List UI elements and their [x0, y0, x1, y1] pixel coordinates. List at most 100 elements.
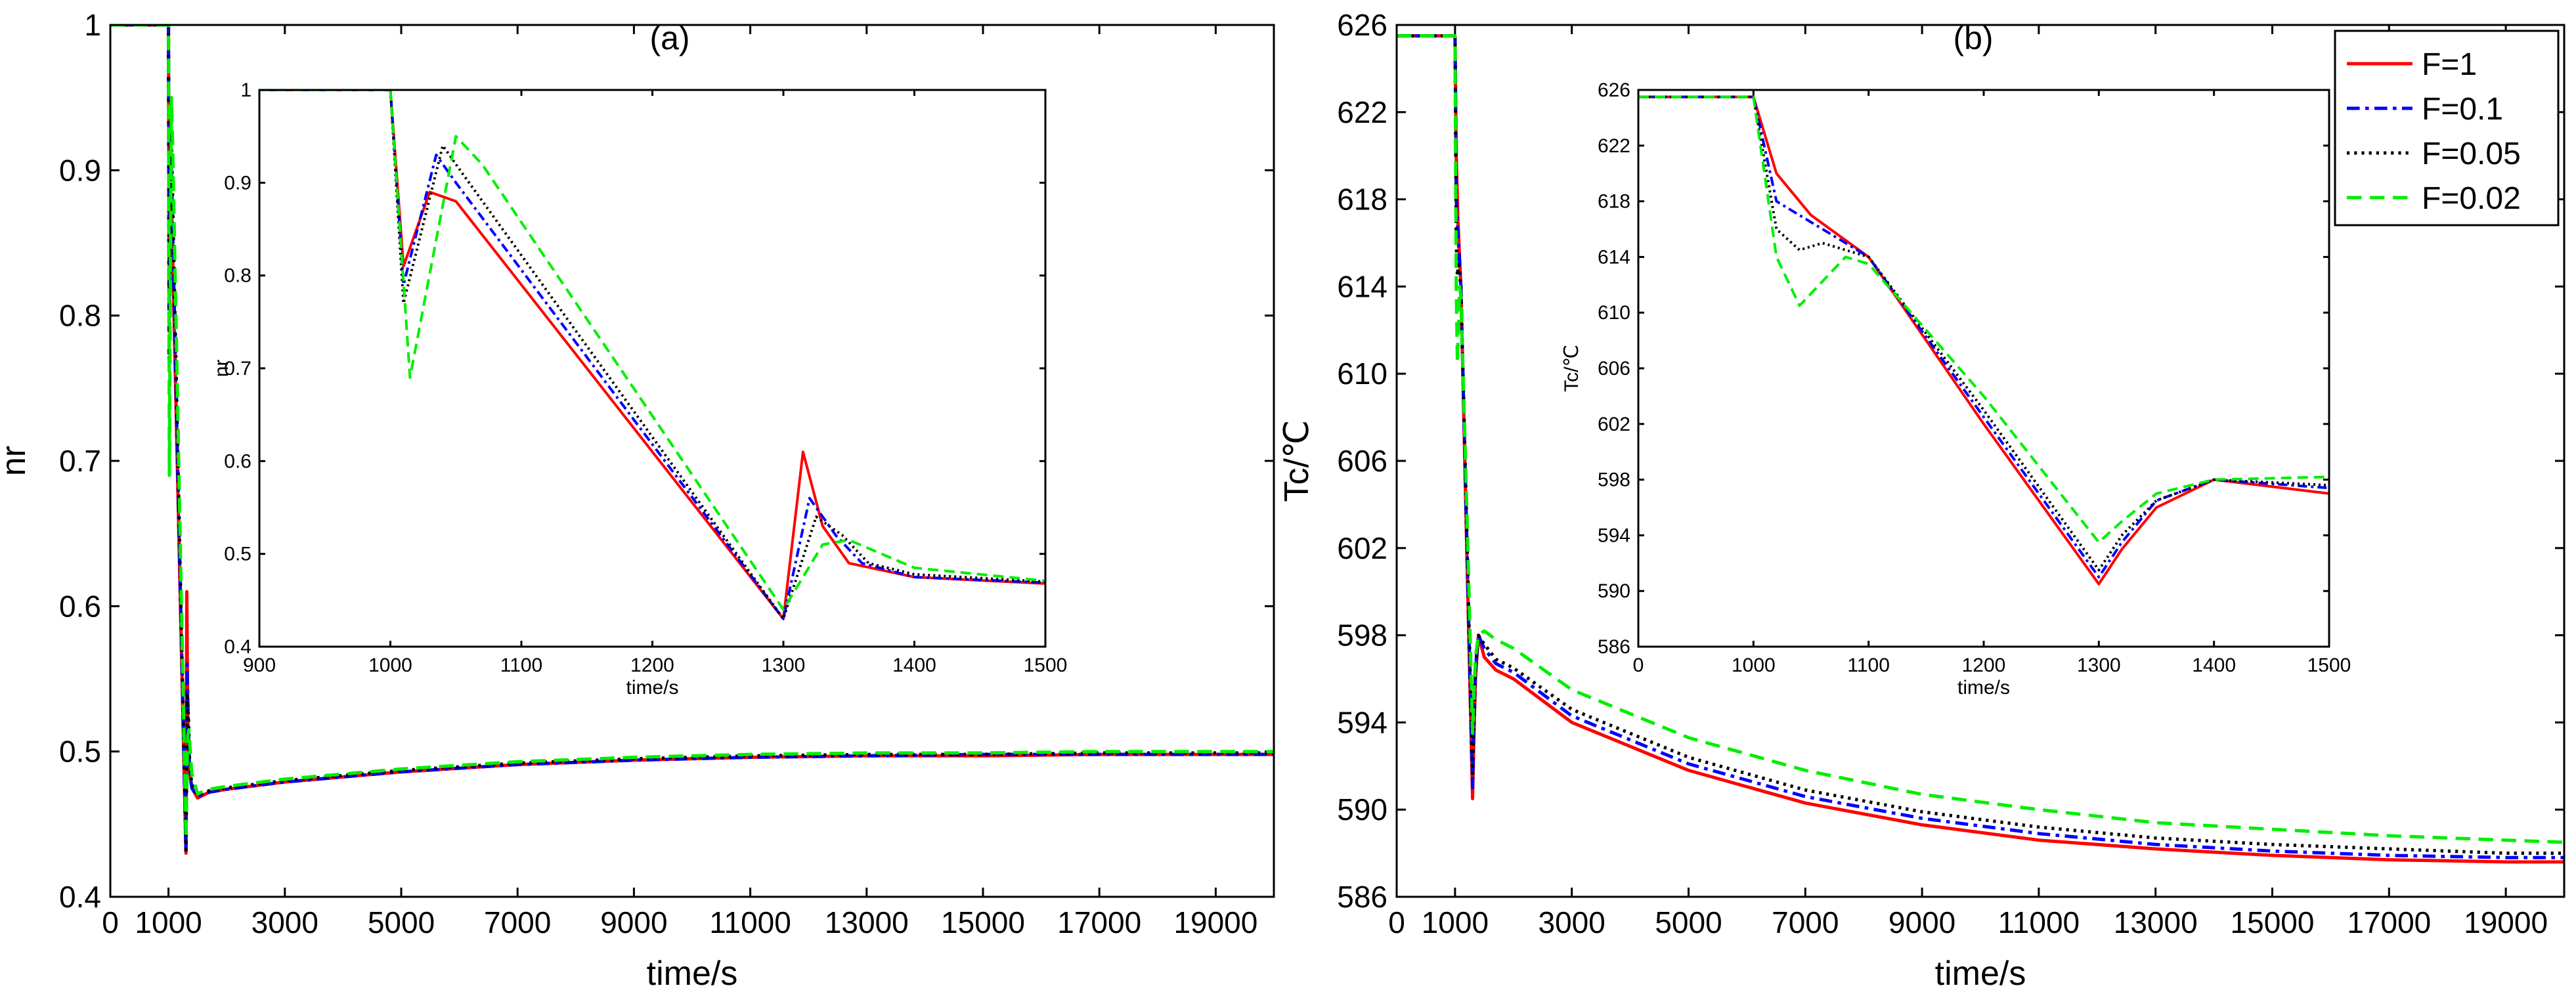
chart-a-inset-ytick-label: 0.9	[224, 172, 251, 194]
chart-a-inset-xlabel: time/s	[626, 677, 678, 699]
chart-b-ytick-label: 590	[1337, 792, 1387, 827]
chart-b-inset-ytick-label: 606	[1598, 358, 1630, 379]
chart-a-inset-xtick-label: 1200	[630, 655, 674, 676]
chart-a-xtick-label: 19000	[1173, 905, 1257, 939]
chart-b-xtick-label: 1000	[1422, 905, 1489, 939]
chart-b-inset-frame-top	[1637, 89, 2330, 648]
chart-b-xtick-label: 13000	[2114, 905, 2198, 939]
chart-b-xlabel: time/s	[1935, 955, 2026, 992]
chart-a-inset-xtick-label: 1000	[368, 655, 412, 676]
chart-b-ytick-label: 618	[1337, 183, 1387, 217]
chart-a-inset-frame-top	[258, 89, 1047, 648]
chart-b-panel-label: (b)	[1953, 20, 1993, 56]
chart-a-xtick-label: 15000	[941, 905, 1025, 939]
chart-b-inset-ytick-label: 590	[1598, 580, 1630, 602]
chart-a-frame-top	[109, 24, 1275, 898]
chart-b-inset-xtick-label: 1300	[2077, 655, 2121, 676]
chart-b-xtick-label: 15000	[2231, 905, 2315, 939]
chart-a-ytick-label: 0.7	[59, 444, 101, 478]
chart-a-inset-xtick-label: 1100	[500, 655, 543, 676]
chart-b-xtick-label: 3000	[1539, 905, 1605, 939]
chart-b-ytick-label: 626	[1337, 8, 1387, 42]
chart-b-inset-xtick-label: 1200	[1962, 655, 2006, 676]
chart-a-xlabel: time/s	[647, 955, 738, 992]
chart-b-xtick-label: 19000	[2464, 905, 2548, 939]
chart-b-ylabel: Tc/℃	[1278, 420, 1316, 502]
chart-b-inset-ytick-label: 610	[1598, 302, 1630, 324]
chart-b-frame-top	[1395, 24, 2565, 898]
chart-b-inset-xlabel: time/s	[1957, 677, 2010, 699]
chart-b-ytick-label: 598	[1337, 618, 1387, 653]
chart-b-inset-ylabel: Tc/℃	[1561, 345, 1583, 392]
chart-b-series-f-0-02	[1397, 34, 2564, 844]
chart-b-xtick-label: 0	[1388, 905, 1405, 939]
chart-b-inset-xtick-label: 1000	[1732, 655, 1776, 676]
chart-b-series-f-0-05	[1397, 34, 2564, 855]
chart-a-inset-ytick-label: 0.6	[224, 450, 251, 472]
chart-b-inset-background	[1638, 90, 2329, 647]
chart-b-ytick-label: 610	[1337, 356, 1387, 391]
chart-a-inset-background	[259, 90, 1045, 647]
chart-a-inset-ytick-label: 1	[240, 79, 251, 101]
chart-a-inset-xtick-label: 900	[243, 655, 276, 676]
chart-a-ytick-label: 0.6	[59, 589, 101, 623]
chart-b-inset-xtick-label: 0	[1633, 655, 1644, 676]
chart-a-inset-xtick-label: 1500	[1024, 655, 1068, 676]
chart-a-xtick-label: 13000	[825, 905, 909, 939]
chart-b-xtick-label: 5000	[1655, 905, 1722, 939]
chart-b-inset-xtick-label: 1400	[2192, 655, 2236, 676]
chart-a-xtick-label: 5000	[368, 905, 435, 939]
chart-b-ytick-label: 602	[1337, 531, 1387, 565]
chart-a-inset-ytick-label: 0.4	[224, 636, 251, 658]
chart-a-xtick-label: 17000	[1057, 905, 1141, 939]
chart-a-ytick-label: 0.9	[59, 153, 101, 187]
chart-a-inset-ytick-label: 0.7	[224, 358, 251, 379]
legend-entry: F=0.02	[2422, 181, 2521, 216]
chart-a-ytick-label: 0.8	[59, 299, 101, 333]
chart-a-inset-series-f-0-1	[259, 90, 1045, 620]
chart-a-inset-series-f-0-05	[259, 90, 1045, 620]
chart-a-xtick-label: 7000	[484, 905, 551, 939]
chart-b-inset-ytick-label: 622	[1598, 135, 1630, 157]
chart-b-inset-series-f-0-02	[1638, 95, 2329, 544]
chart-b-inset-ytick-label: 614	[1598, 246, 1630, 268]
legend: F=1 F=0.1 F=0.05 F=0.02	[2334, 30, 2560, 226]
chart-b-xtick-label: 7000	[1772, 905, 1839, 939]
chart-b-xtick-label: 17000	[2347, 905, 2431, 939]
legend-entry: F=0.05	[2422, 137, 2521, 171]
chart-a-xtick-label: 9000	[600, 905, 667, 939]
chart-a-inset-xtick-label: 1400	[892, 655, 936, 676]
chart-b-xtick-label: 11000	[1998, 905, 2080, 939]
chart-b-inset-ytick-label: 598	[1598, 469, 1630, 491]
chart-b-series-f-0-1	[1397, 34, 2564, 859]
chart-a-xtick-label: 0	[102, 905, 119, 939]
chart-b-inset-xtick-label: 1500	[2307, 655, 2351, 676]
chart-b-inset-ytick-label: 586	[1598, 636, 1630, 658]
chart-a-xtick-label: 3000	[251, 905, 318, 939]
chart-b-inset-ytick-label: 618	[1598, 191, 1630, 213]
chart-b-inset-ytick-label: 626	[1598, 79, 1630, 101]
chart-b-inset-ytick-label: 602	[1598, 414, 1630, 435]
chart-a-ytick-label: 1	[84, 8, 101, 42]
chart-b-inset-xtick-label: 1100	[1847, 655, 1890, 676]
chart-b-xtick-label: 9000	[1888, 905, 1955, 939]
chart-b-inset-axes: 0 1000 1100 1200 1300 1400 1500 586 590 594 598 602…	[1598, 79, 2351, 676]
chart-a-series-f-0-02	[110, 25, 1274, 840]
chart-a-inset-ytick-label: 0.8	[224, 265, 251, 287]
chart-b-inset-ytick-label: 594	[1598, 525, 1630, 546]
chart-a-inset-xtick-label: 1300	[762, 655, 806, 676]
chart-b-inset-series-f-0-1	[1638, 95, 2329, 578]
chart-a-inset-ylabel: nr	[211, 360, 232, 377]
chart-a-ytick-label: 0.4	[59, 880, 101, 914]
chart-b-inset-series-f-1	[1638, 95, 2329, 586]
chart-b-ytick-label: 586	[1337, 880, 1387, 914]
chart-a-panel-label: (a)	[649, 20, 689, 56]
chart-b-ytick-label: 594	[1337, 705, 1387, 739]
chart-b-inset-series-f-0-05	[1638, 95, 2329, 572]
legend-entry: F=0.1	[2422, 92, 2503, 127]
chart-a-xtick-label: 11000	[709, 905, 791, 939]
legend-entry: F=1	[2422, 47, 2477, 82]
chart-b-ytick-label: 606	[1337, 444, 1387, 478]
chart-b-ytick-label: 622	[1337, 95, 1387, 129]
